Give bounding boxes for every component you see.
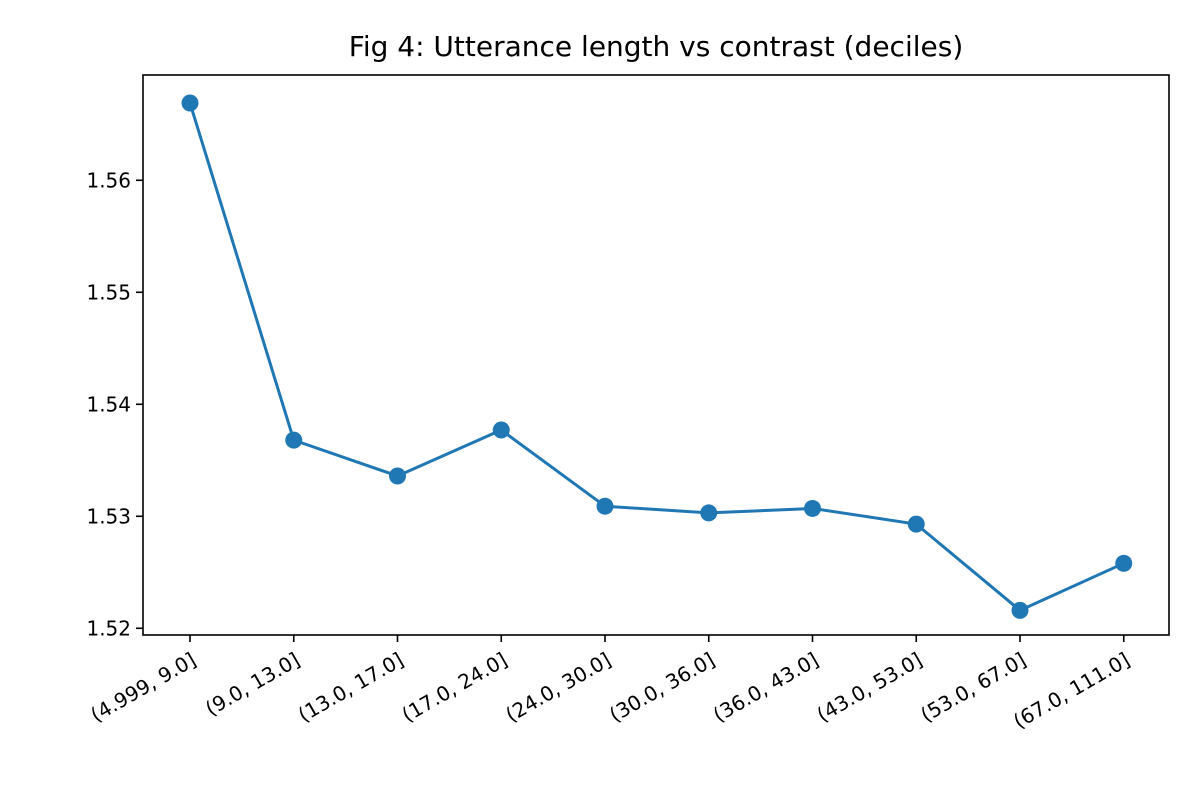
data-point <box>596 497 614 515</box>
data-point <box>492 421 510 439</box>
y-tick-label: 1.54 <box>86 392 131 416</box>
y-tick-label: 1.55 <box>86 280 131 304</box>
data-point <box>907 515 925 533</box>
data-point <box>1011 601 1029 619</box>
axes-frame <box>142 74 1170 636</box>
data-point <box>389 467 406 485</box>
data-point <box>804 499 821 517</box>
data-point <box>285 431 303 449</box>
data-point <box>181 94 199 112</box>
series-line <box>188 101 1126 612</box>
chart-title: Fig 4: Utterance length vs contrast (dec… <box>349 30 964 63</box>
data-point <box>1115 554 1133 572</box>
y-tick-label: 1.53 <box>86 504 131 528</box>
data-point <box>700 504 718 522</box>
y-tick-label: 1.56 <box>86 168 131 192</box>
y-tick-label: 1.52 <box>86 616 131 640</box>
